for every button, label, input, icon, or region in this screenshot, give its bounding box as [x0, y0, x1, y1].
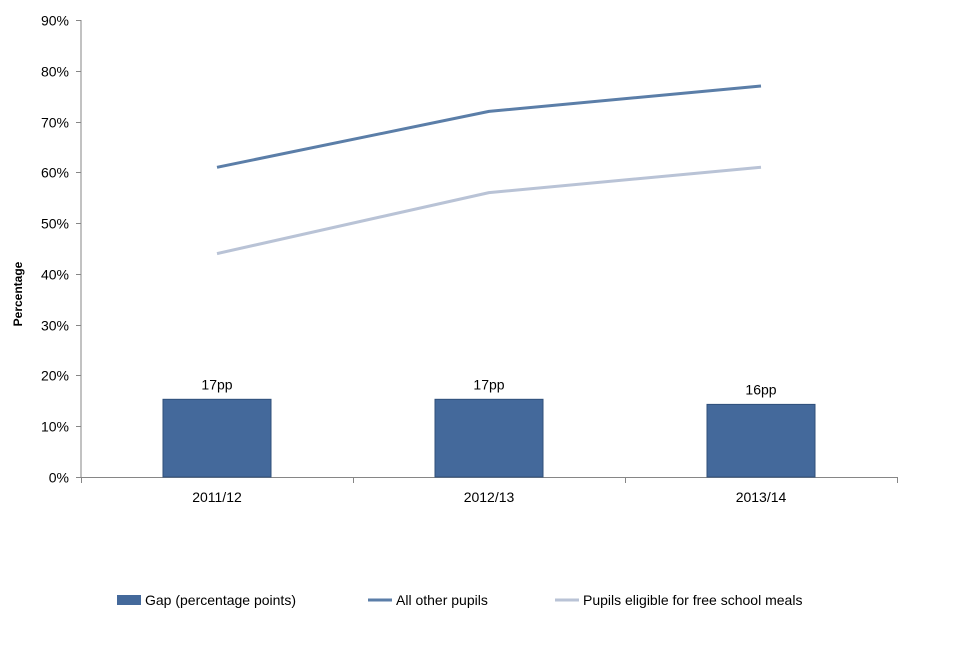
y-tick-label: 50%	[41, 216, 69, 232]
lines	[216, 84, 762, 256]
y-axis-title: Percentage	[11, 261, 25, 326]
legend-swatch-bar	[117, 595, 141, 605]
bar	[434, 398, 544, 478]
y-tick-label: 90%	[41, 13, 69, 29]
y-tick-label: 0%	[49, 470, 69, 486]
bar-data-label: 17pp	[201, 376, 232, 392]
y-tick-label: 80%	[41, 64, 69, 80]
legend-label: Pupils eligible for free school meals	[583, 592, 802, 608]
bar-data-label: 17pp	[473, 376, 504, 392]
y-axis: 0% 10% 20% 30% 40% 50% 60% 70% 80% 90%	[41, 13, 82, 486]
x-tick-label: 2011/12	[192, 489, 242, 505]
y-tick-label: 30%	[41, 318, 69, 334]
bar	[706, 403, 816, 478]
x-tick-label: 2012/13	[464, 489, 515, 505]
y-tick-label: 70%	[41, 115, 69, 131]
legend-label: Gap (percentage points)	[145, 592, 296, 608]
y-tick-label: 60%	[41, 165, 69, 181]
bar	[162, 398, 272, 478]
legend-label: All other pupils	[396, 592, 488, 608]
y-tick-label: 40%	[41, 267, 69, 283]
legend: Gap (percentage points) All other pupils P…	[117, 592, 802, 608]
bar-data-label: 16pp	[745, 381, 776, 397]
y-tick-label: 10%	[41, 419, 69, 435]
series-line	[216, 165, 762, 256]
x-axis: 2011/12 2012/13 2013/14	[81, 477, 898, 505]
y-tick-label: 20%	[41, 368, 69, 384]
data-labels: 17pp 17pp 16pp	[201, 376, 776, 397]
series-line	[216, 84, 762, 169]
bars	[162, 398, 816, 478]
x-tick-label: 2013/14	[736, 489, 787, 505]
